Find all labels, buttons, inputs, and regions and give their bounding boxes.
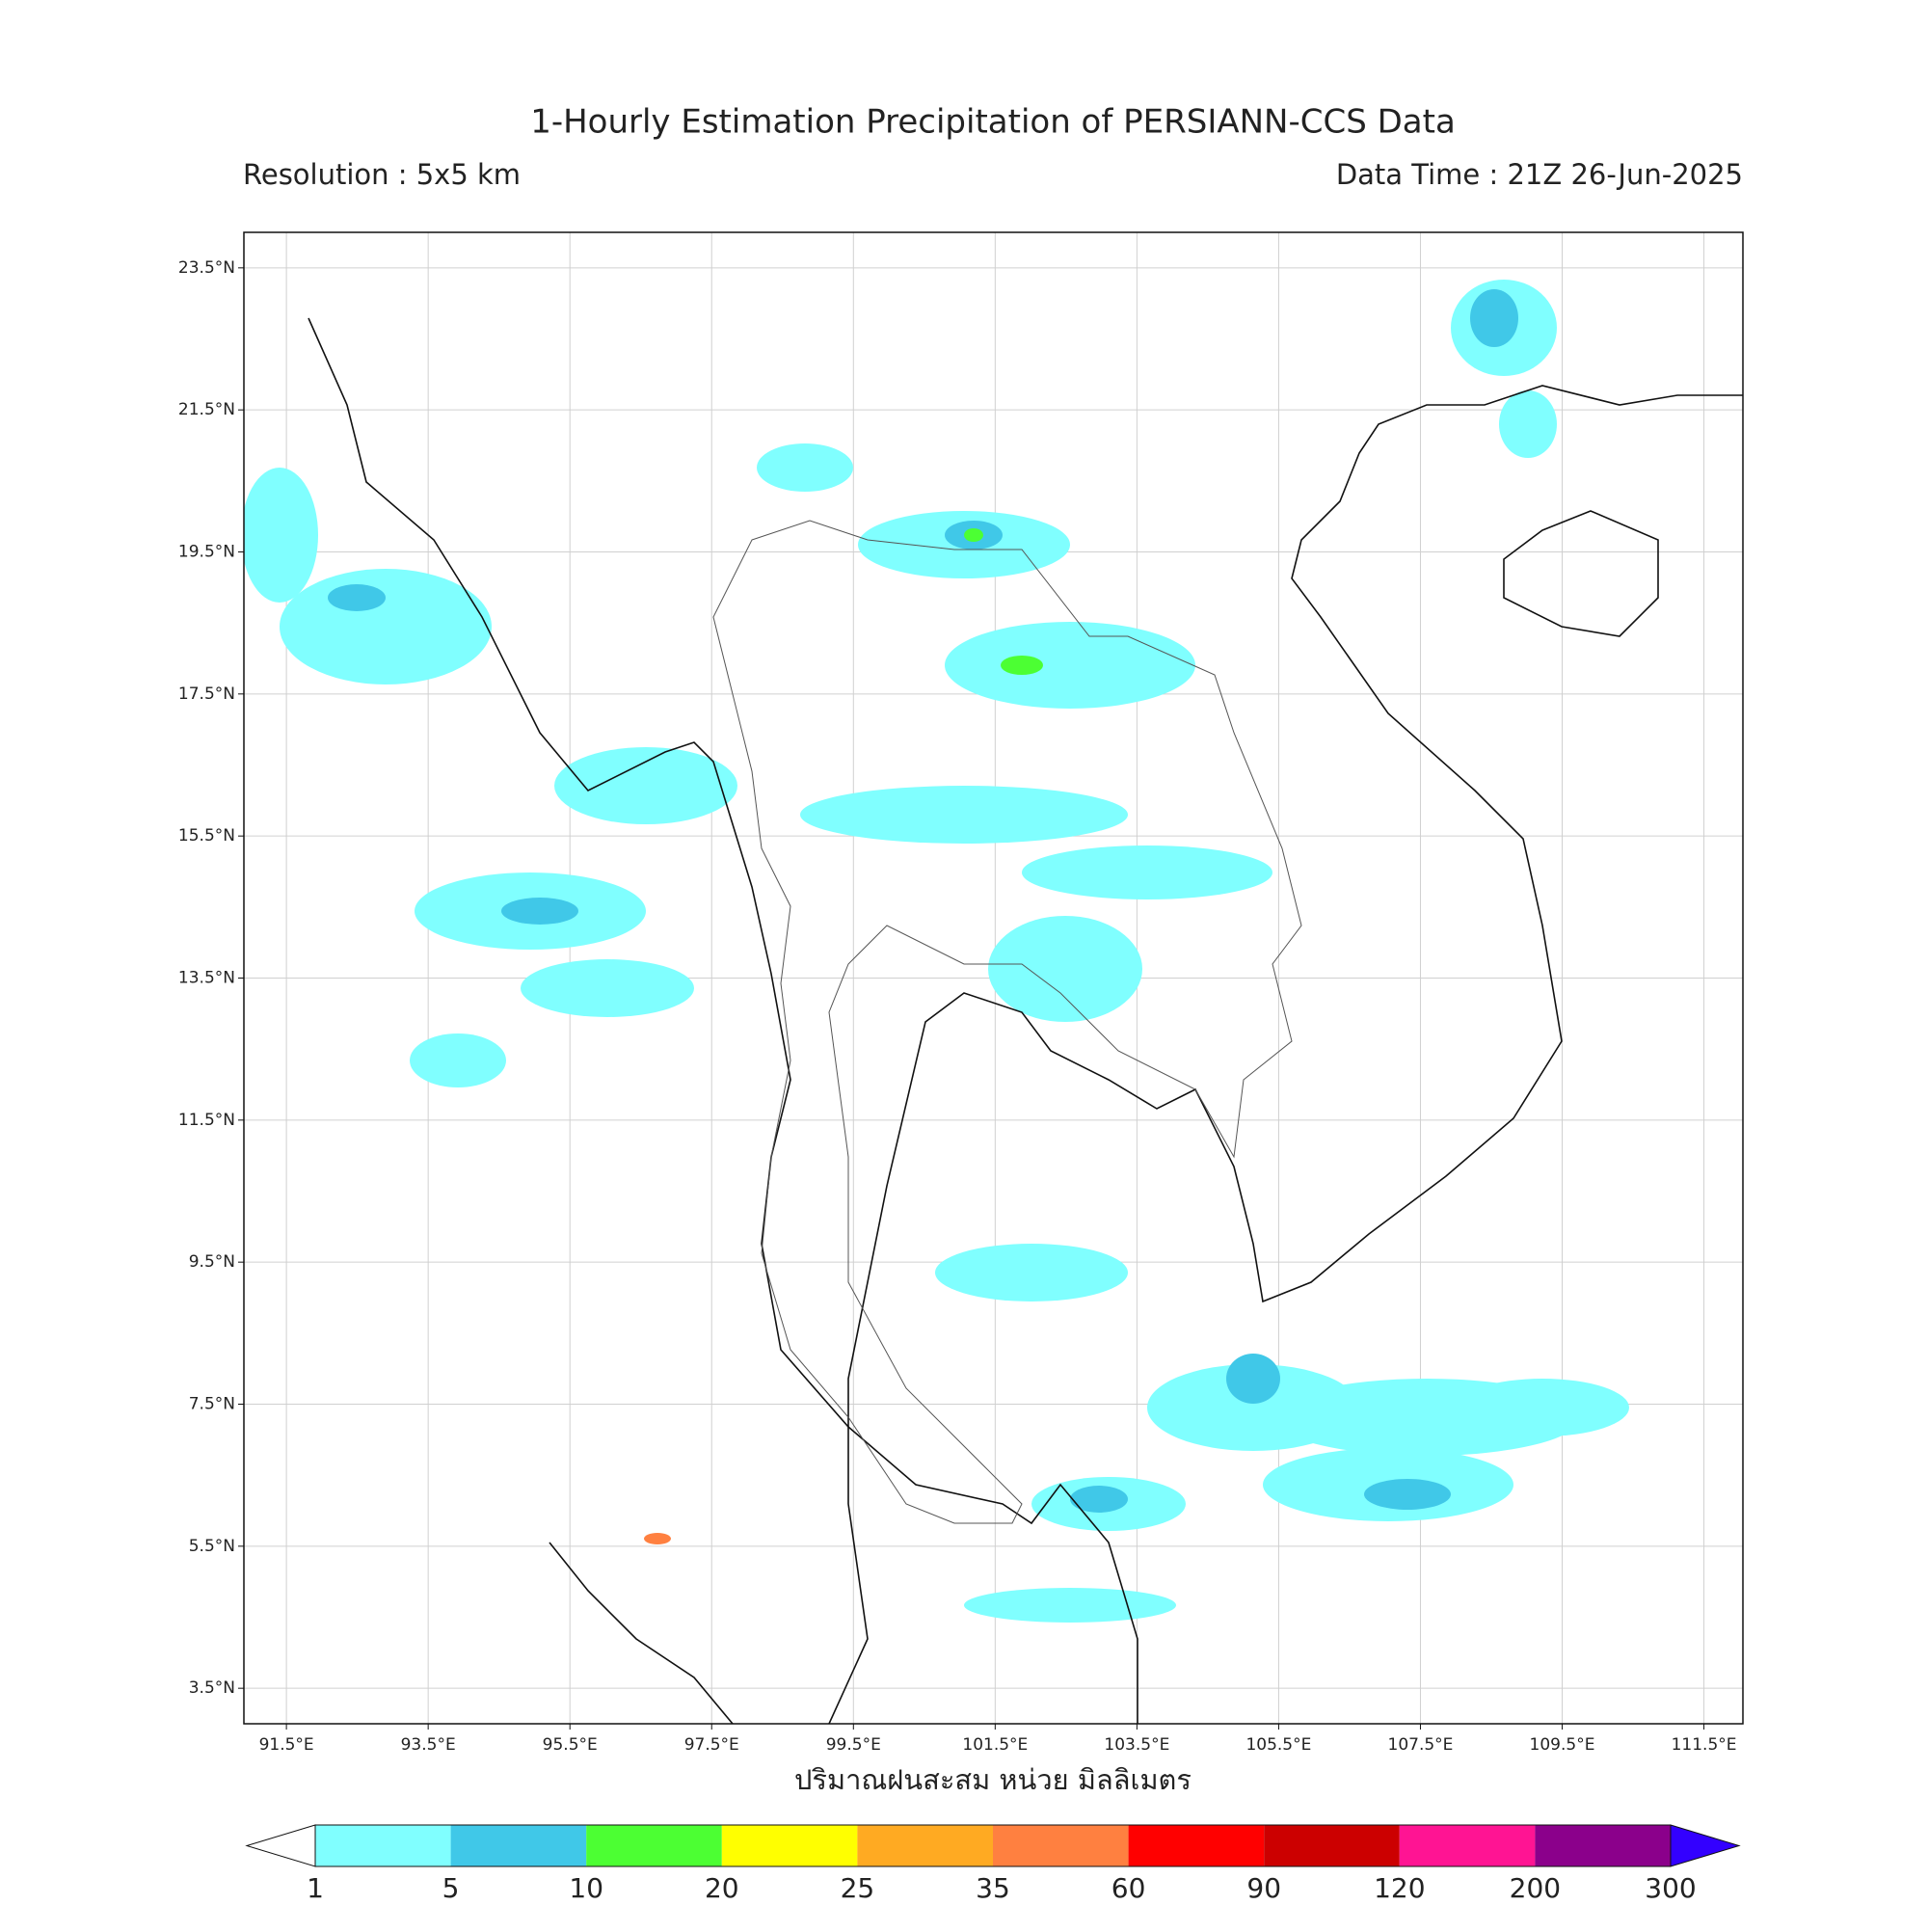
colorbar-segment — [1128, 1825, 1265, 1866]
y-tick-label: 23.5°N — [178, 258, 235, 278]
colorbar-outline — [314, 1824, 1672, 1867]
colorbar-label: 5 — [442, 1872, 460, 1904]
axis-label: ปริมาณฝนสะสม หน่วย มิลลิเมตร — [794, 1763, 1192, 1796]
x-tick-label: 101.5°E — [962, 1735, 1028, 1755]
coastline — [828, 385, 1743, 1724]
rain-area — [945, 622, 1195, 709]
colorbar-segment — [1264, 1825, 1400, 1866]
rain-area — [328, 584, 386, 611]
x-tick-label: 109.5°E — [1530, 1735, 1595, 1755]
thailand-border — [712, 520, 1302, 1524]
y-tick-label: 15.5°N — [178, 826, 235, 845]
x-tick-label: 111.5°E — [1672, 1735, 1737, 1755]
coastline — [308, 317, 1138, 1724]
rain-area — [964, 528, 983, 542]
rain-area — [1470, 289, 1518, 347]
data-time: Data Time : 21Z 26-Jun-2025 — [1336, 158, 1743, 191]
title: 1-Hourly Estimation Precipitation of PER… — [530, 103, 1456, 142]
rain-area — [554, 747, 737, 824]
colorbar-label: 200 — [1510, 1872, 1561, 1904]
x-tick-label: 103.5°E — [1104, 1735, 1169, 1755]
colorbar-segment — [450, 1825, 587, 1866]
rain-area — [935, 1244, 1128, 1301]
ticks: 91.5°E 93.5°E 95.5°E 97.5°E 99.5°E 101.5°E 103… — [178, 258, 1737, 1755]
rain-area — [521, 959, 694, 1017]
colorbar-label: 120 — [1374, 1872, 1425, 1904]
colorbar-under — [245, 1824, 316, 1867]
rain-area — [1001, 656, 1043, 675]
colorbar-segment — [315, 1825, 451, 1866]
colorbar-segment — [857, 1825, 993, 1866]
rain-area — [410, 1033, 506, 1087]
y-tick-label: 19.5°N — [178, 543, 235, 562]
colorbar-segment — [1399, 1825, 1536, 1866]
base-map — [308, 317, 1743, 1724]
colorbar-segment — [993, 1825, 1129, 1866]
resolution: Resolution : 5x5 km — [243, 158, 521, 191]
colorbar-label: 1 — [307, 1872, 324, 1904]
rain-area — [964, 1588, 1176, 1623]
y-tick-label: 7.5°N — [189, 1395, 235, 1414]
rain-area — [988, 916, 1142, 1022]
y-tick-label: 3.5°N — [189, 1678, 235, 1698]
y-tick-label: 13.5°N — [178, 969, 235, 988]
rain-area — [1456, 1379, 1629, 1436]
rain-area — [280, 569, 492, 684]
x-tick-label: 91.5°E — [259, 1735, 314, 1755]
y-tick-label: 17.5°N — [178, 684, 235, 704]
x-tick-label: 107.5°E — [1388, 1735, 1454, 1755]
colorbar: 1 5 10 20 25 35 60 90 120 200 300 — [245, 1824, 1741, 1904]
x-tick-label: 105.5°E — [1245, 1735, 1311, 1755]
colorbar-label: 10 — [569, 1872, 603, 1904]
rain-area — [1226, 1354, 1280, 1404]
precipitation-layer — [244, 280, 1629, 1623]
island — [1503, 510, 1659, 637]
x-tick-label: 97.5°E — [684, 1735, 739, 1755]
colorbar-label: 20 — [705, 1872, 739, 1904]
colorbar-label: 300 — [1645, 1872, 1696, 1904]
rain-area — [1070, 1486, 1128, 1513]
rain-area — [1022, 845, 1272, 899]
x-tick-label: 99.5°E — [826, 1735, 881, 1755]
rain-area — [800, 786, 1128, 844]
rain-area — [1364, 1479, 1451, 1510]
y-tick-label: 5.5°N — [189, 1537, 235, 1556]
colorbar-over — [1670, 1824, 1741, 1867]
colorbar-label: 35 — [976, 1872, 1010, 1904]
colorbar-label: 25 — [841, 1872, 875, 1904]
y-tick-label: 9.5°N — [189, 1252, 235, 1272]
rain-area — [644, 1533, 671, 1544]
colorbar-label: 90 — [1246, 1872, 1281, 1904]
x-tick-label: 95.5°E — [543, 1735, 598, 1755]
rain-area — [244, 468, 318, 603]
y-tick-label: 21.5°N — [178, 400, 235, 419]
rain-area — [1499, 390, 1557, 458]
colorbar-label: 60 — [1111, 1872, 1146, 1904]
coastline — [549, 1542, 734, 1724]
rain-area — [501, 898, 578, 925]
y-tick-label: 11.5°N — [178, 1111, 235, 1130]
rain-area — [757, 443, 853, 492]
x-tick-label: 93.5°E — [401, 1735, 456, 1755]
colorbar-segment — [721, 1825, 858, 1866]
colorbar-segment — [1535, 1825, 1671, 1866]
colorbar-segment — [586, 1825, 722, 1866]
